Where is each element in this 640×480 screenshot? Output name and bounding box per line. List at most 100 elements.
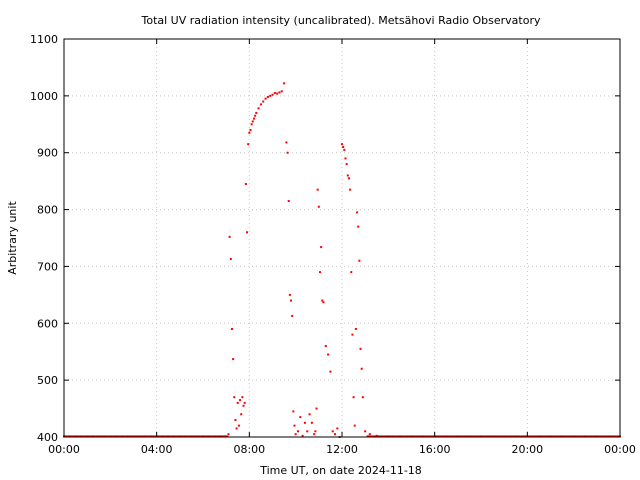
data-point bbox=[195, 435, 198, 438]
data-point bbox=[599, 435, 602, 438]
y-tick-label: 700 bbox=[37, 260, 58, 273]
data-point bbox=[569, 435, 572, 438]
data-points bbox=[63, 82, 621, 438]
data-point bbox=[356, 211, 359, 214]
plot-frame bbox=[63, 38, 621, 438]
data-point bbox=[118, 435, 121, 438]
data-point bbox=[388, 435, 391, 438]
y-tick-label: 1000 bbox=[30, 90, 58, 103]
data-point bbox=[290, 299, 293, 302]
data-point bbox=[438, 435, 441, 438]
data-point bbox=[361, 396, 364, 399]
data-point bbox=[87, 435, 90, 438]
data-point bbox=[561, 435, 564, 438]
data-point bbox=[418, 435, 421, 438]
data-point bbox=[306, 430, 309, 433]
data-point bbox=[441, 435, 444, 438]
data-point bbox=[400, 435, 403, 438]
data-point bbox=[488, 435, 491, 438]
data-point bbox=[591, 435, 594, 438]
data-point bbox=[562, 435, 565, 438]
y-tick-label: 1100 bbox=[30, 33, 58, 46]
data-point bbox=[73, 435, 76, 438]
x-tick-label: 04:00 bbox=[141, 443, 173, 456]
data-point bbox=[548, 435, 551, 438]
data-point bbox=[113, 435, 116, 438]
data-point bbox=[179, 435, 182, 438]
data-point bbox=[343, 148, 346, 151]
data-point bbox=[496, 435, 499, 438]
data-point bbox=[224, 435, 227, 438]
data-point bbox=[174, 435, 177, 438]
data-point bbox=[387, 435, 390, 438]
data-point bbox=[88, 435, 91, 438]
data-point bbox=[347, 177, 350, 180]
data-point bbox=[478, 435, 481, 438]
y-tick-label: 500 bbox=[37, 374, 58, 387]
data-point bbox=[386, 435, 389, 438]
data-point bbox=[563, 435, 566, 438]
data-point bbox=[535, 435, 538, 438]
data-point bbox=[467, 435, 470, 438]
data-point bbox=[104, 435, 107, 438]
data-point bbox=[490, 435, 493, 438]
data-point bbox=[368, 433, 371, 436]
data-point bbox=[68, 435, 71, 438]
data-point bbox=[191, 435, 194, 438]
data-point bbox=[455, 435, 458, 438]
data-point bbox=[480, 435, 482, 438]
data-point bbox=[549, 435, 552, 438]
data-point bbox=[506, 435, 509, 438]
data-point bbox=[117, 435, 120, 438]
data-point bbox=[527, 435, 530, 438]
data-point bbox=[402, 435, 405, 438]
data-point bbox=[557, 435, 560, 438]
data-point bbox=[168, 435, 171, 438]
data-point bbox=[250, 123, 253, 126]
data-point bbox=[422, 435, 425, 438]
data-point bbox=[598, 435, 601, 438]
data-point bbox=[301, 434, 304, 437]
data-point bbox=[447, 435, 450, 438]
data-point bbox=[574, 435, 577, 438]
data-point bbox=[257, 107, 260, 110]
data-point bbox=[120, 435, 123, 438]
data-point bbox=[145, 435, 148, 438]
data-point bbox=[608, 435, 611, 438]
data-point bbox=[147, 435, 150, 438]
data-point bbox=[603, 435, 606, 438]
data-point bbox=[189, 435, 192, 438]
data-point bbox=[255, 111, 258, 114]
data-point bbox=[550, 435, 553, 438]
data-point bbox=[220, 435, 223, 438]
data-point bbox=[321, 299, 324, 302]
data-point bbox=[329, 370, 332, 373]
data-point bbox=[185, 435, 188, 438]
data-point bbox=[393, 435, 396, 438]
grid-lines bbox=[64, 39, 620, 437]
data-point bbox=[372, 435, 375, 438]
data-point bbox=[376, 435, 379, 438]
data-point bbox=[169, 435, 172, 438]
data-point bbox=[82, 435, 85, 438]
data-point bbox=[448, 435, 451, 438]
data-point bbox=[75, 435, 78, 438]
data-point bbox=[166, 435, 169, 438]
data-point bbox=[412, 435, 415, 438]
data-point bbox=[564, 435, 567, 438]
data-point bbox=[178, 435, 181, 438]
data-point bbox=[383, 435, 386, 438]
data-point bbox=[439, 435, 442, 438]
data-point bbox=[146, 435, 149, 438]
data-point bbox=[188, 435, 191, 438]
data-point bbox=[140, 435, 143, 438]
data-point bbox=[303, 421, 306, 424]
y-axis-label: Arbitrary unit bbox=[6, 201, 19, 275]
data-point bbox=[588, 435, 591, 438]
data-point bbox=[520, 435, 523, 438]
data-point bbox=[342, 146, 345, 149]
data-point bbox=[100, 435, 103, 438]
data-point bbox=[141, 435, 144, 438]
data-point bbox=[586, 435, 589, 438]
data-point bbox=[358, 259, 361, 262]
